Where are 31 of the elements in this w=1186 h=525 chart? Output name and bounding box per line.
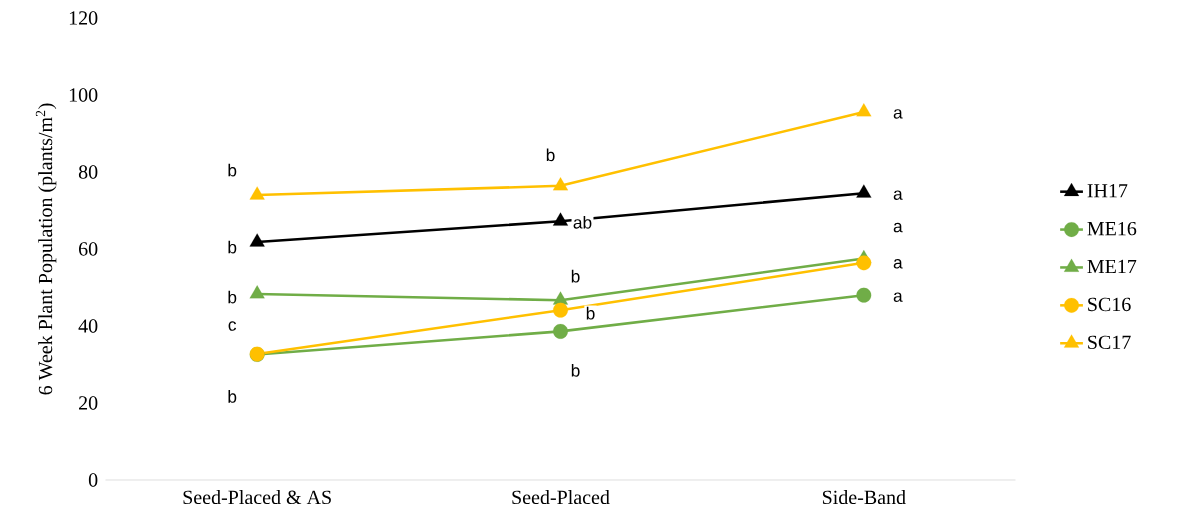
y-tick-label: 0 bbox=[88, 473, 98, 487]
y-axis-title: 6 Week Plant Population (plants/m$^{2}$) bbox=[35, 103, 57, 395]
y-tick-label: 40 bbox=[78, 319, 98, 333]
legend-label: SC17 bbox=[1088, 335, 1131, 350]
annotation: b bbox=[546, 148, 555, 162]
annotation: c bbox=[228, 321, 237, 331]
y-tick-label: 60 bbox=[78, 242, 98, 256]
annotation: b bbox=[228, 163, 237, 177]
legend-label: ME17 bbox=[1087, 259, 1137, 274]
y-tick-label: 100 bbox=[69, 88, 98, 102]
annotation: a bbox=[893, 190, 903, 200]
annotation: b bbox=[228, 390, 237, 403]
legend-label: IH17 bbox=[1087, 184, 1128, 198]
x-tick-label: Side-Band bbox=[822, 490, 906, 505]
x-tick-label: Seed-Placed & AS bbox=[183, 490, 331, 505]
legend-label: SC16 bbox=[1088, 297, 1131, 312]
legend-label: ME16 bbox=[1087, 221, 1137, 236]
annotation: b bbox=[571, 364, 580, 377]
annotation: b bbox=[586, 306, 595, 320]
x-tick-label: Seed-Placed bbox=[512, 490, 610, 505]
y-tick-label: 120 bbox=[69, 11, 98, 25]
annotation: a bbox=[893, 222, 903, 233]
annotation: b bbox=[571, 269, 580, 283]
annotation: b bbox=[228, 240, 237, 254]
annotation: a bbox=[893, 259, 903, 269]
y-tick-label: 20 bbox=[79, 396, 98, 410]
y-tick-label: 80 bbox=[78, 165, 98, 179]
annotation: a bbox=[893, 109, 903, 119]
annotation: a bbox=[893, 292, 903, 302]
annotation: ab bbox=[573, 215, 592, 229]
annotation: b bbox=[228, 290, 237, 304]
